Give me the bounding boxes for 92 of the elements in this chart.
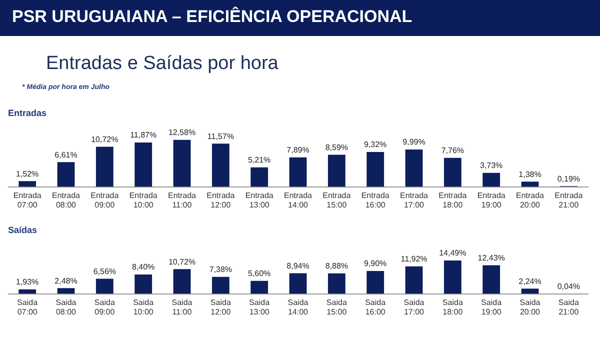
data-label: 7,38% [209, 265, 232, 274]
x-tick-label: Entrada 15:00 [322, 190, 352, 210]
data-label: 0,19% [557, 174, 580, 184]
bar [96, 278, 114, 294]
bar [328, 154, 346, 187]
data-label: 1,93% [16, 278, 39, 287]
bar [18, 289, 36, 294]
text: PSR URUGUAIANA – EFICIÊNCIA OPERACIONAL [12, 7, 412, 27]
x-tick-label: Entrada 20:00 [516, 190, 545, 210]
data-label: 11,87% [130, 130, 157, 140]
data-label: 10,72% [91, 134, 118, 144]
data-label: 6,61% [54, 150, 78, 160]
bar [289, 273, 307, 294]
x-tick-label: Entrada 07:00 [13, 190, 42, 210]
x-tick-label: Saida 21:00 [558, 298, 580, 316]
text: Entradas e Saídas por hora [46, 53, 278, 75]
x-tick-label: Saida 20:00 [520, 298, 541, 316]
bar [444, 158, 462, 187]
data-label: 5,21% [248, 156, 271, 165]
bar [250, 280, 268, 294]
bar [212, 276, 230, 294]
bar [57, 162, 75, 187]
x-tick-label: Entrada 16:00 [361, 190, 390, 210]
bar [366, 271, 384, 294]
data-label: 11,92% [400, 254, 428, 264]
x-tick-label: Entrada 21:00 [554, 190, 584, 210]
bar [57, 288, 75, 294]
x-tick-label: Entrada 14:00 [284, 190, 313, 210]
x-tick-label: Entrada 08:00 [52, 190, 81, 210]
x-tick-label: Saida 12:00 [210, 298, 232, 316]
chart-title: Entradas [8, 108, 47, 118]
data-label: 7,89% [286, 146, 310, 155]
x-tick-label: Saida 17:00 [404, 298, 425, 316]
x-tick-label: Saida 18:00 [442, 298, 464, 316]
data-label: 9,90% [364, 259, 387, 268]
x-tick-label: Saida 15:00 [326, 298, 348, 316]
bar [521, 288, 539, 294]
x-tick-label: Saida 19:00 [481, 298, 502, 316]
data-label: 3,73% [480, 161, 503, 170]
x-tick-label: Saida 11:00 [172, 298, 193, 316]
x-tick-label: Saida 14:00 [288, 298, 309, 316]
bar [212, 144, 230, 187]
x-tick-label: Saida 09:00 [94, 298, 116, 316]
bar [96, 146, 114, 187]
data-label: 1,38% [518, 170, 542, 179]
x-tick-label: Saida 13:00 [249, 298, 270, 316]
data-label: 8,88% [325, 262, 348, 271]
data-label: 5,60% [248, 269, 271, 278]
bar [482, 265, 500, 294]
bar [366, 152, 384, 187]
data-label: 14,49% [439, 248, 466, 258]
data-label: 9,99% [402, 138, 426, 147]
x-tick-label: Entrada 12:00 [206, 190, 236, 210]
bar [134, 142, 152, 187]
x-tick-label: Entrada 10:00 [129, 190, 158, 210]
data-label: 6,56% [93, 266, 116, 276]
x-tick-label: Saida 08:00 [56, 298, 77, 316]
x-tick-label: Entrada 19:00 [477, 190, 506, 210]
bar [444, 260, 462, 294]
x-tick-label: Saida 16:00 [365, 298, 386, 316]
data-label: 9,32% [364, 140, 387, 150]
data-label: 11,57% [207, 132, 234, 141]
bar [173, 140, 191, 187]
x-tick-label: Saida 07:00 [17, 298, 38, 316]
bar [405, 266, 423, 294]
data-label: 8,94% [286, 261, 310, 270]
bar [521, 182, 539, 187]
data-label: 0,04% [557, 282, 580, 291]
x-tick-label: Entrada 17:00 [400, 190, 429, 210]
data-label: 7,76% [441, 146, 464, 156]
x-tick-label: Saida 10:00 [133, 298, 154, 316]
bar [482, 172, 500, 187]
bar [328, 273, 346, 294]
bar [173, 269, 191, 294]
data-label: 10,72% [168, 257, 196, 266]
x-tick-label: Entrada 09:00 [90, 190, 120, 210]
bar [405, 150, 423, 187]
x-tick-label: Entrada 11:00 [168, 190, 197, 210]
bar [134, 274, 152, 294]
x-tick-label: Entrada 18:00 [438, 190, 468, 210]
chart-title: Saídas [8, 224, 38, 235]
bar [18, 181, 36, 187]
data-label: 8,59% [325, 142, 348, 152]
data-label: 12,58% [168, 128, 196, 138]
data-label: 2,48% [54, 276, 78, 286]
data-label: 12,43% [478, 253, 505, 262]
x-tick-label: Entrada 13:00 [245, 190, 274, 210]
bar [250, 167, 268, 187]
bar [289, 157, 307, 187]
data-label: 2,24% [518, 276, 542, 286]
data-label: 1,52% [16, 169, 39, 178]
data-label: 8,40% [132, 262, 155, 272]
